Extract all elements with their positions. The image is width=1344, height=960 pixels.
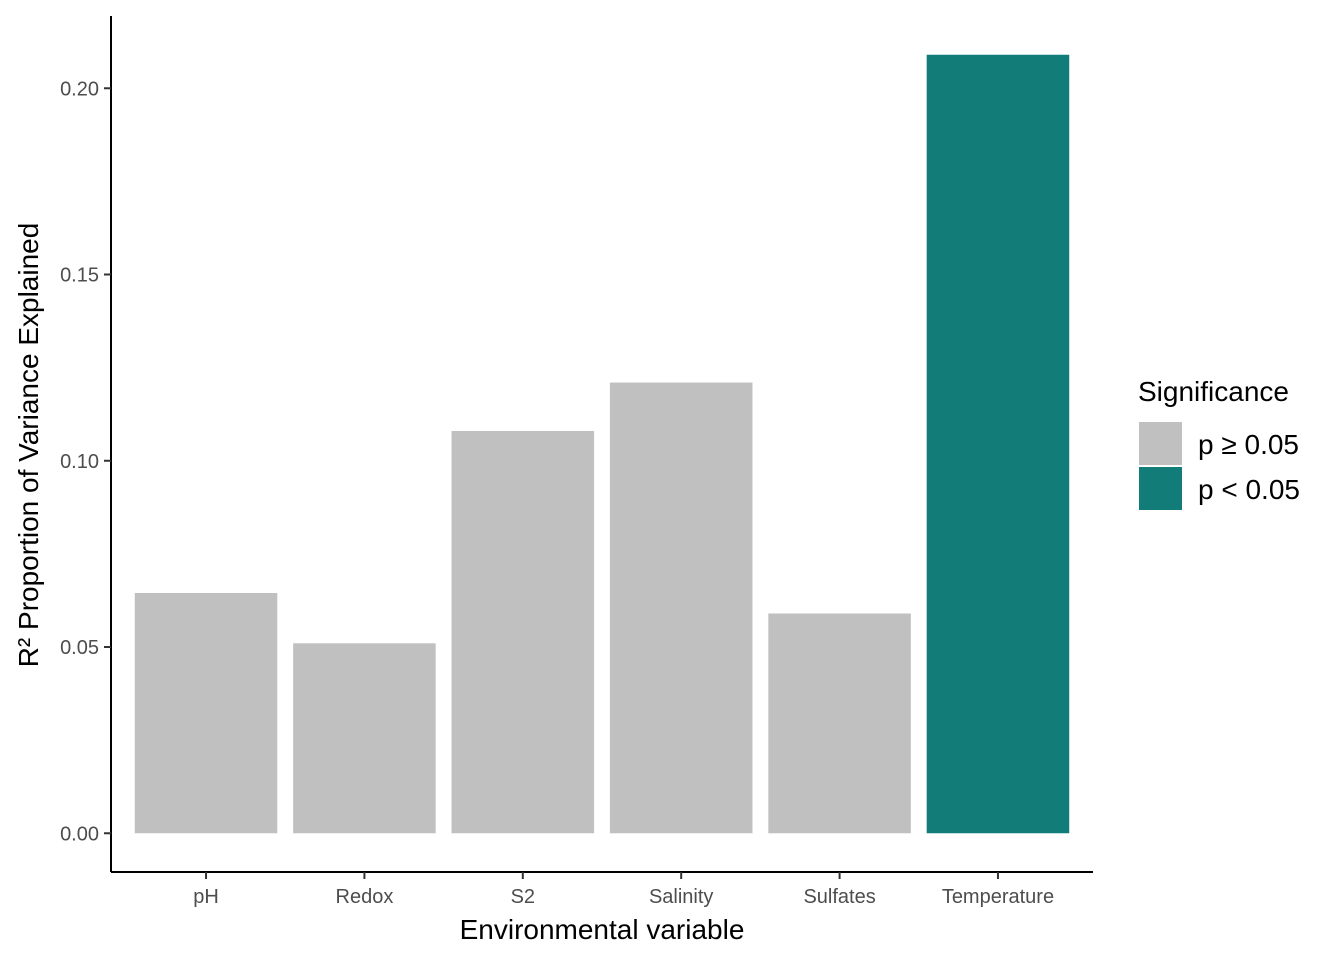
legend-label: p < 0.05	[1198, 474, 1300, 505]
y-tick-label: 0.05	[60, 637, 99, 659]
y-tick-label: 0.20	[60, 78, 99, 100]
bar-sulfates	[768, 613, 911, 834]
y-tick-label: 0.00	[60, 823, 99, 845]
legend-key	[1139, 467, 1182, 510]
y-tick-label: 0.15	[60, 265, 99, 287]
x-axis-title: Environmental variable	[460, 914, 745, 945]
bar-s2	[451, 430, 595, 834]
bar-temperature	[926, 54, 1070, 834]
x-tick-label: Redox	[336, 886, 394, 908]
bar-redox	[293, 643, 436, 834]
bars	[134, 54, 1070, 834]
x-tick-label: Sulfates	[803, 886, 875, 908]
x-tick-label: Salinity	[649, 886, 713, 908]
x-tick-label: pH	[193, 886, 219, 908]
bar-salinity	[609, 382, 753, 834]
y-axis: 0.00 0.05 0.10 0.15 0.20	[60, 16, 112, 872]
legend-key	[1139, 422, 1182, 465]
legend: Significance p ≥ 0.05 p < 0.05	[1138, 376, 1300, 510]
x-tick-label: Temperature	[942, 886, 1054, 908]
x-axis: pH Redox S2 Salinity Sulfates Temperature	[111, 871, 1093, 908]
x-tick-label: S2	[511, 886, 535, 908]
legend-label: p ≥ 0.05	[1198, 429, 1299, 460]
y-tick-label: 0.10	[60, 451, 99, 473]
y-axis-title: R² Proportion of Variance Explained	[13, 223, 44, 668]
legend-title: Significance	[1138, 376, 1289, 407]
bar-ph	[134, 592, 278, 834]
